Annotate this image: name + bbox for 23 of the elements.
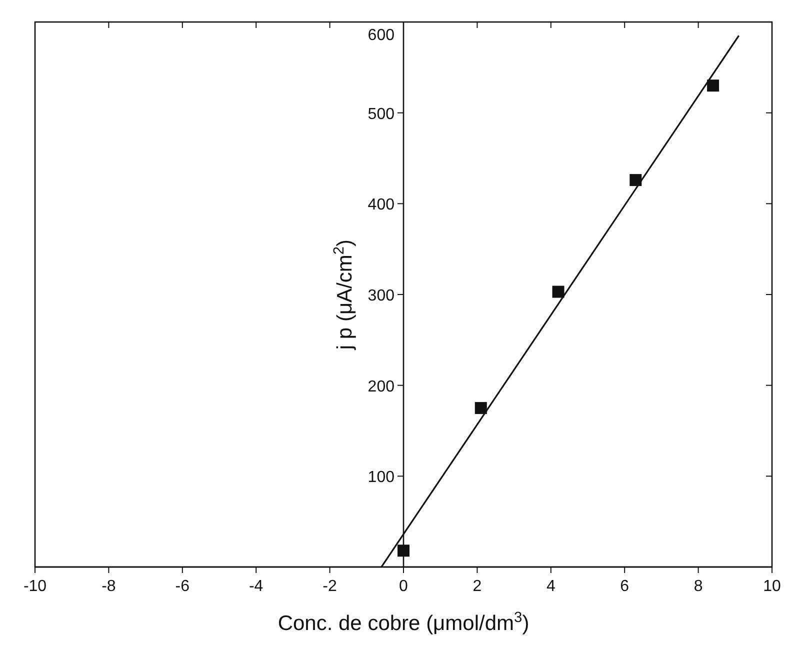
x-tick-label: -2 (322, 578, 338, 595)
x-tick-label: 2 (472, 578, 482, 595)
point (398, 544, 410, 557)
point (707, 80, 720, 92)
x-tick-label: -8 (102, 578, 116, 595)
y-tick-label: 300 (368, 288, 395, 304)
y-tick-label: 400 (368, 196, 395, 214)
x-tick-label: 8 (694, 578, 703, 595)
y-tick-label: 100 (368, 469, 395, 486)
y-tick-label: 600 (368, 27, 395, 44)
x-tick-label: 6 (620, 578, 630, 595)
x-tick-label: -4 (248, 578, 264, 595)
x-tick-label: 4 (546, 578, 556, 595)
x-tick-label: 0 (399, 578, 408, 595)
point (630, 174, 642, 186)
point (552, 286, 564, 298)
x-tick-label: 10 (763, 578, 781, 595)
y-tick-label: 500 (368, 106, 395, 123)
x-tick-label: -6 (175, 578, 190, 595)
x-tick-label: -10 (23, 578, 47, 595)
y-tick-label: 200 (368, 378, 395, 396)
point (474, 402, 487, 414)
x-axis-title: Conc. de cobre (μmol/dm$^{3}$) (278, 610, 530, 635)
